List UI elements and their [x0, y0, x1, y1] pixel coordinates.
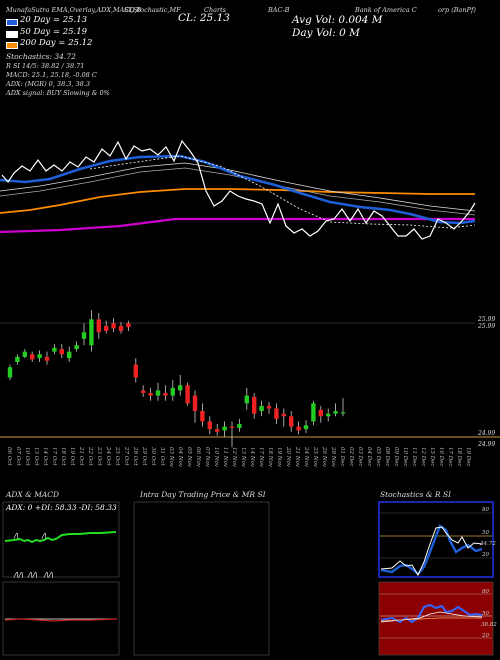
stoch-tick-50: 50 — [482, 530, 489, 536]
rsi-tick-50: 50 — [482, 611, 489, 617]
stoch-value-label: 34.72 — [480, 541, 496, 547]
rsi-value-label: 38.82 — [481, 622, 497, 628]
intraday-panel — [134, 502, 269, 655]
adx-marker-4: /\/\ — [27, 571, 37, 579]
adx-marker-5: /\/\ — [43, 571, 53, 579]
adx-values: ADX: 0 +DI: 58.33 -DI: 58.33 — [6, 503, 117, 512]
adx-marker-3: /\/\ — [13, 571, 23, 579]
stoch-tick-80: 80 — [482, 507, 489, 513]
rsi-tick-80: 80 — [482, 589, 489, 595]
adx-marker-1: /\ — [13, 532, 19, 540]
rsi-tick-20: 20 — [482, 633, 489, 639]
adx-marker-2: /\ — [41, 532, 47, 540]
stoch-tick-20: 20 — [482, 552, 489, 558]
stochastics-panel — [379, 502, 493, 577]
